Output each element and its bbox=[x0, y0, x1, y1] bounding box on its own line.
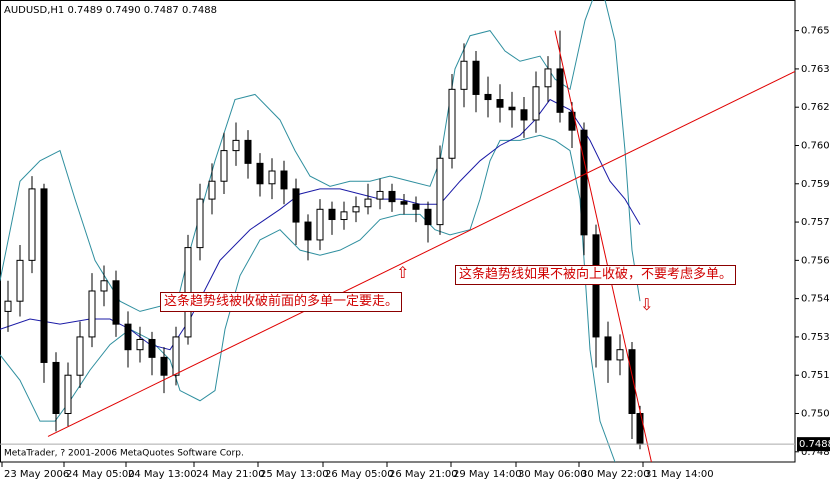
plot-area bbox=[0, 0, 795, 462]
candle-body bbox=[136, 338, 144, 351]
candle-body bbox=[448, 88, 456, 159]
candle-body bbox=[172, 336, 180, 376]
indicator-line bbox=[0, 134, 616, 462]
candle-body bbox=[280, 170, 288, 190]
x-tick-label: 31 May 14:00 bbox=[645, 469, 714, 479]
candle-body bbox=[52, 361, 60, 415]
x-tick-label: 26 May 21:00 bbox=[389, 469, 458, 479]
annotation: 这条趋势线如果不被向上收破，不要考虑多单。 bbox=[455, 265, 737, 285]
candle-body bbox=[28, 188, 36, 261]
candle-body bbox=[220, 150, 228, 182]
copyright: MetaTrader, ? 2001-2006 MetaQuotes Softw… bbox=[4, 449, 244, 459]
candle-body bbox=[268, 170, 276, 185]
candle-body bbox=[100, 280, 108, 292]
x-tick-label: 30 May 22:00 bbox=[581, 469, 650, 479]
y-tick-label: 0.7575 bbox=[801, 217, 830, 228]
y-tick-label: 0.7485 bbox=[801, 447, 830, 458]
candle-body bbox=[628, 349, 636, 415]
y-tick-label: 0.7515 bbox=[801, 370, 830, 381]
x-tick-label: 25 May 13:00 bbox=[260, 469, 329, 479]
arrow-down: ⇩ bbox=[640, 295, 654, 314]
candle-body bbox=[40, 188, 48, 363]
candle-body bbox=[604, 336, 612, 361]
candle-body bbox=[292, 188, 300, 223]
candle-body bbox=[592, 234, 600, 338]
candle-body bbox=[544, 68, 552, 88]
candle-body bbox=[124, 323, 132, 351]
candle-body bbox=[76, 336, 84, 376]
x-tick-label: 23 May 2006 bbox=[4, 469, 69, 479]
candle-body bbox=[484, 93, 492, 101]
candle-body bbox=[532, 86, 540, 121]
x-tick-label: 26 May 05:00 bbox=[325, 469, 394, 479]
candle-body bbox=[256, 162, 264, 185]
trendline bbox=[554, 30, 652, 462]
candle-body bbox=[520, 109, 528, 121]
candle-body bbox=[496, 99, 504, 108]
x-tick-label: 29 May 14:00 bbox=[453, 469, 522, 479]
candle-body bbox=[412, 203, 420, 210]
arrow-up: ⇧ bbox=[396, 263, 410, 282]
candle-body bbox=[4, 300, 12, 312]
trendline bbox=[47, 71, 795, 437]
candle-body bbox=[556, 68, 564, 113]
candle-body bbox=[376, 190, 384, 200]
candle-body bbox=[460, 60, 468, 90]
candle-body bbox=[196, 198, 204, 249]
candle-body bbox=[328, 208, 336, 221]
candle-body bbox=[400, 201, 408, 205]
candle-body bbox=[244, 139, 252, 164]
candle-body bbox=[472, 60, 480, 95]
price-label: 0.7488 bbox=[799, 439, 830, 450]
candle-body bbox=[436, 157, 444, 226]
candle-body bbox=[160, 356, 168, 376]
candle-body bbox=[616, 349, 624, 361]
candle-body bbox=[580, 129, 588, 236]
candle-body bbox=[64, 374, 72, 415]
candle-body bbox=[232, 139, 240, 152]
candle-body bbox=[304, 221, 312, 241]
x-tick-label: 24 May 21:00 bbox=[196, 469, 265, 479]
symbol-header: AUDUSD,H1 0.7489 0.7490 0.7487 0.7488 bbox=[4, 5, 217, 16]
candle-body bbox=[148, 338, 156, 358]
x-tick-label: 24 May 13:00 bbox=[128, 469, 197, 479]
candle-body bbox=[316, 208, 324, 241]
annotation: 这条趋势线被收破前面的多单一定要走。 bbox=[160, 292, 403, 312]
candle-body bbox=[424, 208, 432, 226]
plot-frame bbox=[0, 0, 796, 463]
price-label-box bbox=[797, 437, 830, 452]
candle-body bbox=[88, 290, 96, 338]
candle-body bbox=[388, 190, 396, 203]
x-tick-label: 24 May 05:00 bbox=[66, 469, 135, 479]
y-tick-label: 0.7635 bbox=[801, 64, 830, 75]
candle-body bbox=[112, 280, 120, 325]
candle-body bbox=[208, 180, 216, 200]
y-tick-label: 0.7605 bbox=[801, 140, 830, 151]
y-tick-label: 0.7650 bbox=[801, 26, 830, 37]
candle-body bbox=[508, 106, 516, 111]
y-tick-label: 0.7545 bbox=[801, 294, 830, 305]
x-tick-label: 30 May 06:00 bbox=[518, 469, 587, 479]
candle-body bbox=[364, 198, 372, 208]
candle-body bbox=[352, 206, 360, 213]
candle-body bbox=[16, 259, 24, 302]
candle-body bbox=[340, 211, 348, 221]
